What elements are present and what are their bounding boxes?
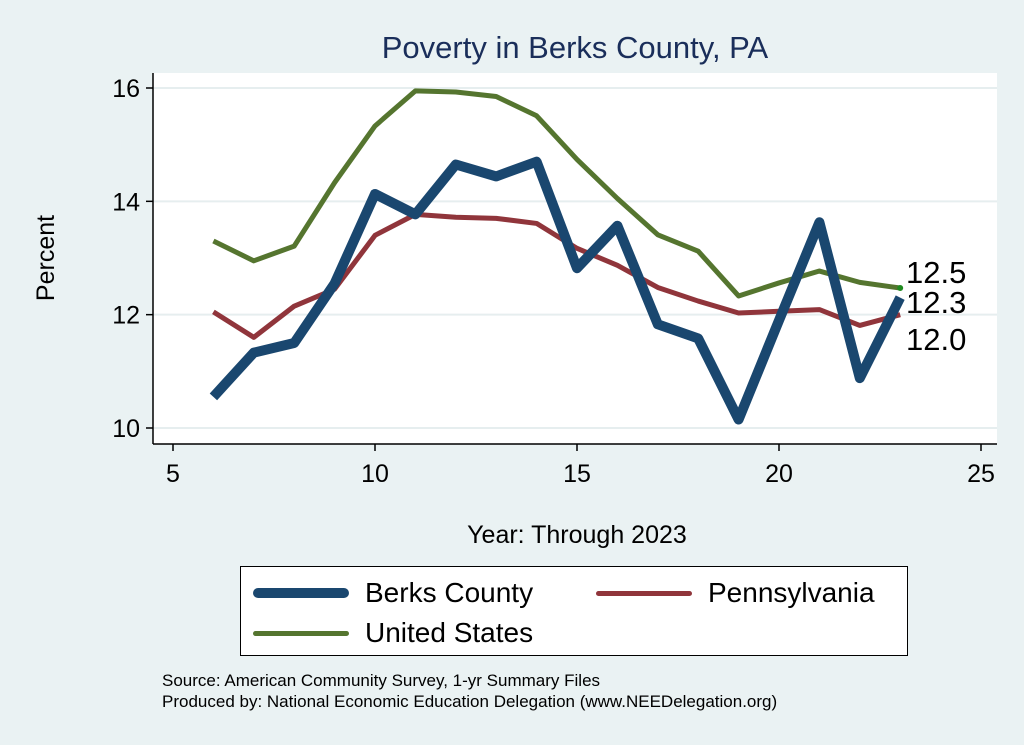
x-tick-label-15: 15 [563, 460, 591, 488]
source-note: Source: American Community Survey, 1-yr … [162, 671, 601, 690]
series-line-berks-county [209, 156, 905, 425]
series-lines [209, 88, 905, 425]
x-axis-label: Year: Through 2023 [467, 521, 687, 549]
legend-item-united-states: United States [253, 615, 533, 651]
producer-note: Produced by: National Economic Education… [162, 692, 778, 711]
x-tick-label-10: 10 [361, 460, 389, 488]
series-end-marker-united-states [897, 285, 904, 292]
x-tick-label-5: 5 [166, 460, 180, 488]
legend: Berks County Pennsylvania United States [240, 566, 908, 656]
chart-title: Poverty in Berks County, PA [382, 30, 769, 65]
legend-swatch-pennsylvania [596, 590, 692, 596]
x-tick-label-20: 20 [765, 460, 793, 488]
x-tick-label-25: 25 [967, 460, 995, 488]
legend-label: Pennsylvania [708, 577, 875, 608]
legend-label: United States [365, 617, 534, 648]
legend-swatch-berks-county [253, 588, 349, 598]
grid-lines [153, 87, 997, 429]
end-label-pennsylvania: 12.0 [906, 322, 966, 357]
x-ticks: 5 10 15 20 25 [166, 444, 995, 488]
y-tick-label-12: 12 [112, 302, 140, 330]
y-tick-label-10: 10 [112, 415, 140, 443]
end-label-berks-county: 12.3 [906, 285, 966, 320]
series-line-united-states [212, 88, 901, 299]
y-tick-label-16: 16 [112, 75, 140, 103]
legend-label: Berks County [365, 577, 534, 608]
end-label-united-states: 12.5 [906, 255, 966, 290]
end-labels: 12.312.0 12.5 [906, 255, 966, 357]
legend-swatch-united-states [253, 630, 349, 636]
y-tick-label-14: 14 [112, 188, 140, 216]
legend-item-berks-county: Berks County [253, 575, 533, 611]
y-ticks: 10 12 14 16 [112, 75, 153, 443]
y-axis-label: Percent [32, 215, 60, 301]
legend-item-pennsylvania: Pennsylvania [596, 575, 875, 611]
